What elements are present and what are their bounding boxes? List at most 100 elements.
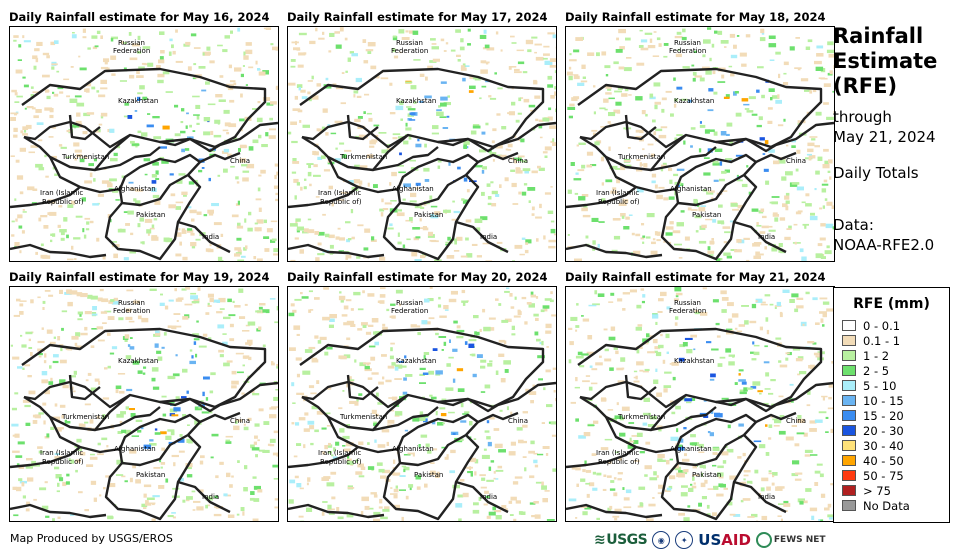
rain-cell: [30, 352, 33, 357]
rain-cell: [40, 215, 48, 218]
rain-cell: [402, 198, 406, 201]
rain-cell: [160, 146, 167, 149]
rain-cell: [544, 146, 552, 151]
rain-cell: [342, 390, 345, 392]
rain-cell: [84, 403, 91, 406]
rain-cell: [501, 126, 507, 130]
rain-cell: [131, 43, 140, 47]
rain-cell: [19, 191, 24, 195]
rain-cell: [211, 433, 219, 437]
rain-cell: [366, 507, 374, 510]
rain-cell: [707, 190, 715, 193]
rain-cell: [809, 90, 813, 94]
map-label-india: India: [758, 493, 775, 501]
rain-cell: [778, 249, 783, 253]
rain-cell: [587, 335, 593, 340]
data-label: Data:: [833, 216, 874, 234]
rain-cell: [566, 71, 573, 76]
rain-cell: [513, 315, 521, 318]
rain-cell: [403, 183, 411, 188]
panel-title: Daily Rainfall estimate for May 20, 2024: [287, 270, 548, 284]
rain-cell: [239, 144, 247, 149]
rain-cell: [492, 128, 497, 132]
map-label-iran-1: Iran (Islamic: [596, 189, 639, 197]
rain-cell: [609, 367, 614, 371]
rain-cell: [534, 51, 537, 54]
rain-cell: [661, 164, 666, 168]
rain-cell: [779, 415, 785, 419]
rain-cell: [649, 93, 654, 98]
rain-cell: [510, 441, 516, 446]
legend-item: 30 - 40: [842, 438, 949, 453]
rain-cell: [645, 113, 648, 117]
rain-cell: [14, 92, 18, 96]
rain-cell: [291, 422, 295, 425]
country-border: [177, 480, 231, 514]
country-border: [10, 503, 107, 519]
rain-cell: [349, 400, 357, 404]
rain-cell: [576, 144, 579, 147]
rain-cell: [294, 237, 299, 240]
rain-cell: [21, 482, 25, 487]
rain-cell: [269, 444, 275, 447]
rain-cell: [816, 45, 824, 49]
rain-cell: [240, 73, 244, 78]
rain-cell: [775, 486, 783, 491]
rain-cell: [139, 85, 145, 90]
rain-cell: [186, 390, 189, 394]
rain-cell: [771, 247, 778, 252]
rain-cell: [93, 158, 97, 162]
rain-cell: [569, 59, 577, 62]
rain-cell: [30, 94, 35, 98]
rain-cell: [78, 491, 83, 494]
rain-cell: [722, 460, 727, 464]
legend-swatch: [842, 395, 856, 406]
rain-cell: [799, 248, 804, 253]
rain-cell: [298, 515, 304, 518]
rain-cell: [622, 292, 630, 295]
rain-cell: [159, 156, 164, 159]
rain-cell: [518, 97, 522, 102]
rain-cell: [714, 148, 723, 152]
rain-cell: [825, 431, 829, 433]
rain-cell: [491, 203, 497, 207]
rain-cell: [350, 324, 356, 327]
rain-cell: [709, 254, 714, 256]
rain-cell: [831, 205, 834, 209]
rain-cell: [76, 102, 85, 107]
rain-cell: [125, 308, 132, 313]
rain-cell: [432, 58, 440, 62]
rain-cell: [616, 402, 619, 406]
country-border: [10, 186, 81, 209]
country-border: [10, 446, 81, 469]
rain-cell: [189, 349, 193, 352]
rain-cell: [575, 37, 583, 41]
rain-cell: [422, 372, 429, 375]
rain-cell: [702, 189, 707, 192]
rain-cell: [293, 455, 298, 458]
rain-cell: [738, 324, 745, 327]
rain-cell: [152, 194, 160, 199]
rain-cell: [292, 108, 301, 111]
rain-cell: [303, 428, 310, 432]
rain-cell: [634, 460, 640, 462]
rain-cell: [643, 154, 647, 157]
rain-cell: [757, 390, 763, 393]
rain-cell: [547, 116, 553, 121]
rain-cell: [295, 357, 302, 361]
rain-cell: [723, 487, 728, 490]
rain-cell: [603, 98, 609, 103]
rain-cell: [217, 324, 225, 329]
rain-cell: [625, 216, 630, 220]
rain-cell: [18, 225, 23, 229]
rain-cell: [793, 223, 798, 226]
country-border: [624, 374, 657, 401]
rain-cell: [339, 27, 344, 32]
rain-cell: [302, 370, 311, 375]
rain-cell: [717, 363, 723, 367]
rain-cell: [575, 517, 578, 519]
rain-cell: [103, 58, 110, 63]
rain-cell: [225, 439, 231, 442]
rain-cell: [46, 433, 50, 438]
rain-cell: [461, 289, 466, 294]
